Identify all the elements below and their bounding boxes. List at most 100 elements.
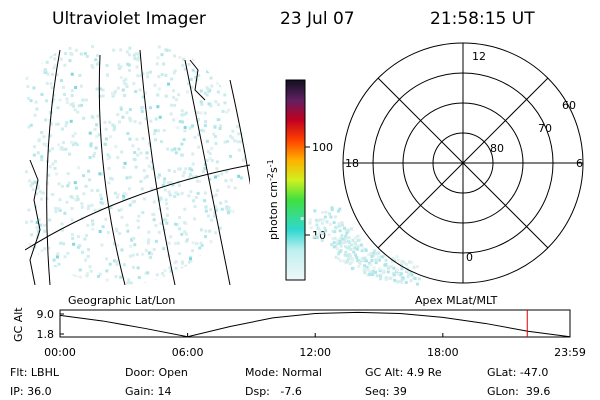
speckle [200, 102, 204, 106]
speckle [85, 272, 89, 276]
speckle [141, 211, 145, 215]
speckle [49, 82, 53, 86]
speckle [370, 254, 374, 258]
speckle [124, 192, 128, 196]
speckle [123, 82, 127, 86]
speckle [79, 84, 83, 88]
speckle [216, 90, 220, 94]
speckle [105, 257, 109, 261]
speckle [95, 87, 99, 91]
speckle [220, 207, 224, 211]
speckle [99, 193, 103, 197]
speckle [237, 174, 241, 178]
speckle [39, 223, 43, 227]
speckle [405, 268, 409, 272]
speckle [330, 243, 334, 247]
speckle [91, 227, 95, 231]
coastline [29, 59, 206, 285]
speckle [171, 89, 175, 93]
speckle [136, 266, 140, 270]
speckle [192, 199, 196, 203]
speckle [369, 263, 373, 267]
speckle [200, 128, 204, 132]
speckle [387, 265, 391, 269]
speckle [127, 53, 131, 57]
speckle [203, 191, 207, 195]
speckle [106, 157, 110, 161]
speckle [346, 246, 350, 250]
speckle [45, 60, 49, 64]
speckle [336, 209, 340, 213]
speckle [237, 132, 241, 136]
speckle [89, 142, 93, 146]
speckle [112, 259, 116, 263]
speckle [78, 73, 82, 77]
speckle [128, 108, 132, 112]
speckle [117, 208, 121, 212]
speckle [364, 248, 368, 252]
speckle [148, 255, 152, 259]
speckle [72, 104, 76, 108]
meridians [46, 49, 250, 285]
speckle [224, 179, 228, 183]
x-tick-label: 06:00 [172, 346, 204, 359]
speckle [187, 176, 191, 180]
speckle [156, 105, 160, 109]
status: Mode: Normal [245, 366, 322, 379]
speckle [119, 75, 123, 79]
speckle [106, 153, 110, 157]
speckle [341, 237, 345, 241]
speckle [87, 169, 91, 173]
status: GC Alt: 4.9 Re [365, 366, 442, 379]
speckle [121, 88, 125, 92]
speckle [34, 180, 38, 184]
speckle [112, 124, 116, 128]
status: Door: Open [125, 366, 188, 379]
speckle [186, 90, 190, 94]
speckle [83, 52, 87, 56]
status: IP: 36.0 [10, 385, 52, 398]
speckle [357, 264, 361, 268]
ring-label: 70 [538, 122, 552, 135]
speckle [49, 134, 53, 138]
speckle [412, 265, 416, 269]
speckle [321, 232, 325, 236]
speckle [346, 228, 350, 232]
speckle [129, 244, 133, 248]
speckle [330, 208, 334, 212]
speckle [114, 275, 118, 279]
status: GLat: -47.0 [487, 366, 548, 379]
speckle [377, 251, 381, 255]
speckle [233, 139, 237, 143]
speckle [223, 140, 227, 144]
speckle [356, 238, 360, 242]
speckle [320, 238, 324, 242]
speckle [413, 277, 417, 281]
speckle [152, 132, 156, 136]
speckle [82, 174, 86, 178]
speckle [103, 142, 107, 146]
speckle [76, 197, 80, 201]
speckle [137, 147, 141, 151]
speckle [342, 226, 346, 230]
speckle [361, 257, 365, 261]
speckle [57, 262, 61, 266]
speckle [345, 231, 349, 235]
speckle [176, 126, 180, 130]
speckle [399, 274, 403, 278]
speckle [239, 140, 243, 144]
speckle [88, 178, 92, 182]
speckle [165, 147, 169, 151]
speckle [90, 219, 94, 223]
speckle [145, 174, 149, 178]
speckle [42, 135, 46, 139]
speckle [190, 124, 194, 128]
speckle [191, 241, 195, 245]
speckle [126, 132, 130, 136]
speckle [74, 198, 78, 202]
speckle [355, 247, 359, 251]
colorbar-label: photon cm-2s-1 [266, 159, 280, 240]
speckle [198, 246, 202, 250]
speckle [206, 87, 210, 91]
speckle [29, 184, 33, 188]
